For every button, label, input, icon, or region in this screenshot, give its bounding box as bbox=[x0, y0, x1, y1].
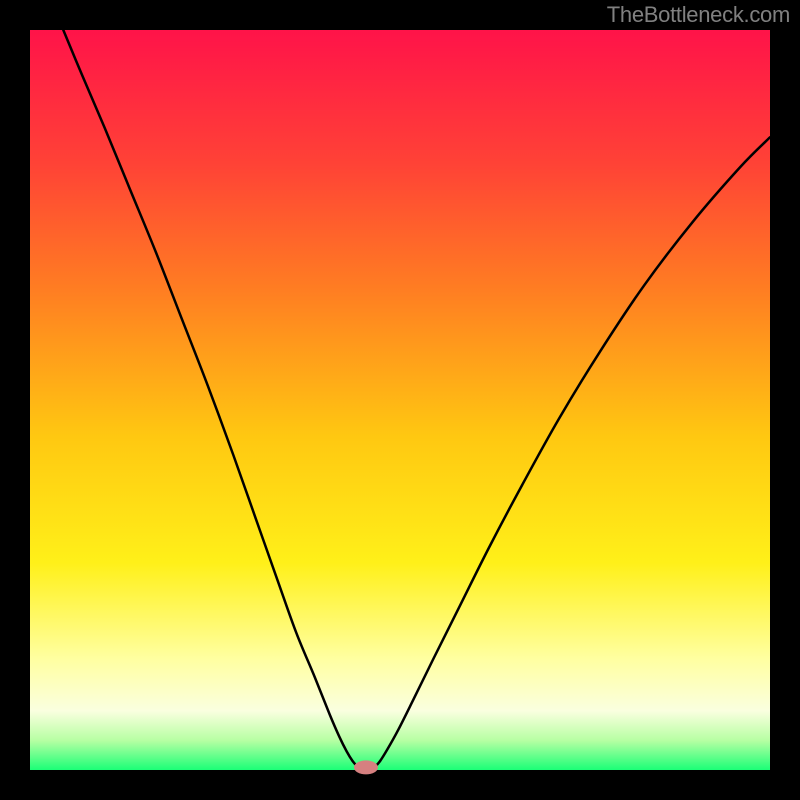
bottleneck-chart bbox=[0, 0, 800, 800]
watermark-text: TheBottleneck.com bbox=[607, 2, 790, 28]
plot-background-gradient bbox=[30, 30, 770, 770]
chart-container: TheBottleneck.com bbox=[0, 0, 800, 800]
optimal-point-marker bbox=[354, 760, 378, 774]
